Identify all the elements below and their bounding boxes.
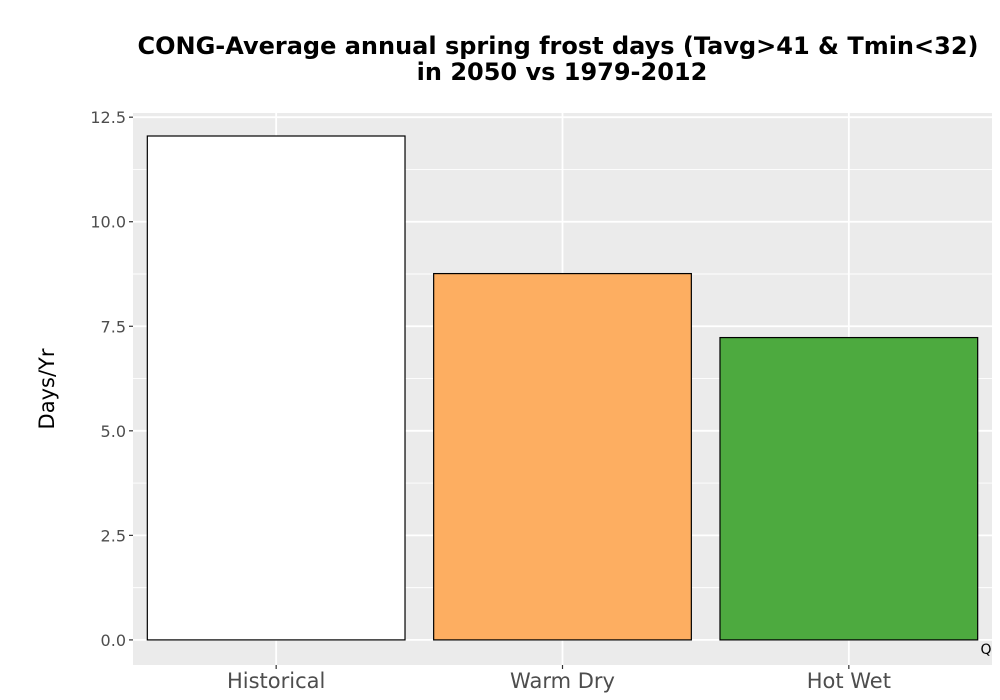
y-axis: 0.0 2.5 5.0 7.5 10.0 12.5 [90, 108, 133, 650]
bar-historical [146, 135, 406, 641]
y-tick-label: 12.5 [90, 108, 126, 127]
bars-group [146, 135, 979, 641]
y-axis-label: Days/Yr [35, 348, 59, 429]
x-tick-label: Warm Dry [510, 669, 615, 693]
bar-hot-wet [719, 336, 979, 641]
y-tick-label: 0.0 [101, 631, 126, 650]
x-axis: Historical Warm Dry Hot Wet [227, 665, 891, 693]
x-tick-label: Historical [227, 669, 325, 693]
corner-annotation: Q [980, 642, 991, 658]
chart-title-line-1: CONG-Average annual spring frost days (T… [137, 32, 978, 60]
x-tick-label: Hot Wet [807, 669, 891, 693]
bar-warm-dry [433, 272, 692, 641]
chart-title-line-2: in 2050 vs 1979-2012 [417, 58, 708, 86]
y-tick-label: 2.5 [101, 526, 126, 545]
y-tick-label: 10.0 [90, 213, 126, 232]
y-tick-label: 7.5 [101, 317, 126, 336]
y-tick-label: 5.0 [101, 422, 126, 441]
